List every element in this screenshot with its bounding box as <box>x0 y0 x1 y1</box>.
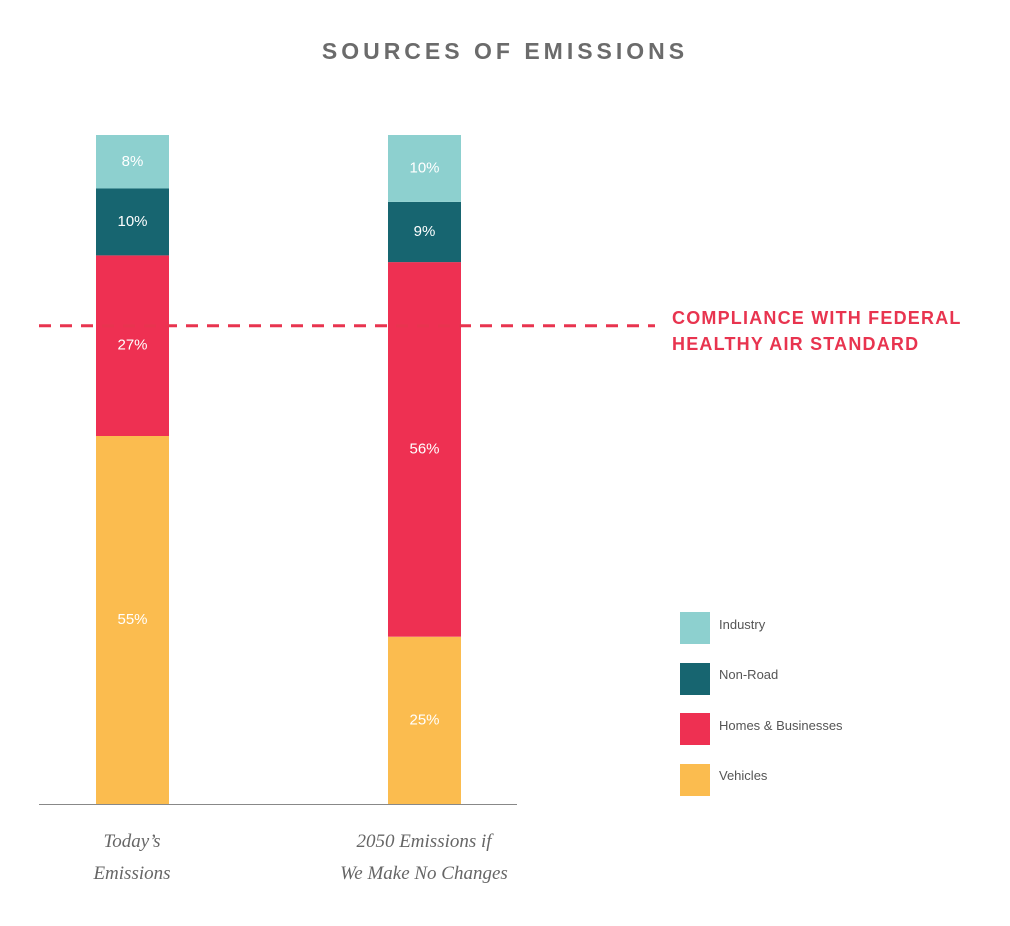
legend-label-non-road: Non-Road <box>719 667 779 682</box>
legend-swatch-non-road <box>680 662 710 695</box>
data-label-industry-2: 10% <box>409 159 439 176</box>
legend: Industry Non-Road Homes & Businesses Veh… <box>680 612 843 814</box>
legend-item-non-road: Non-Road <box>680 662 843 695</box>
bar-segment-vehicles-1 <box>96 436 169 804</box>
legend-swatch-vehicles <box>680 763 710 796</box>
bar-segment-non-road-2 <box>388 201 461 263</box>
chart-title: SOURCES OF EMISSIONS <box>321 38 689 64</box>
legend-label-industry: Industry <box>719 616 766 632</box>
legend-item-homes-businesses: Homes & Businesses <box>680 713 843 745</box>
legend-item-vehicles: Vehicles <box>680 763 843 796</box>
reference-line-label-line-1: COMPLIANCE WITH FEDERAL <box>672 308 962 328</box>
legend-label-vehicles: Vehicles <box>719 768 768 783</box>
category-label-today: Today’s Emissions <box>2 826 262 890</box>
data-label-vehicles-1: 55% <box>117 611 147 628</box>
category-label-today-line-2: Emissions <box>93 863 171 884</box>
data-label-homes-businesses-1: 27% <box>117 337 147 354</box>
legend-swatch-industry <box>680 612 710 644</box>
data-label-vehicles-2: 25% <box>409 711 439 728</box>
bar-segment-homes-businesses-1 <box>96 255 169 436</box>
category-label-today-line-1: Today’s <box>103 831 161 852</box>
data-label-non-road-1: 10% <box>117 213 147 230</box>
category-label-2050: 2050 Emissions if We Make No Changes <box>294 826 554 890</box>
data-label-non-road-2: 9% <box>414 223 436 240</box>
data-label-homes-businesses-2: 56% <box>409 440 439 457</box>
bar-segment-vehicles-2 <box>388 636 461 805</box>
reference-line-label: COMPLIANCE WITH FEDERAL HEALTHY AIR STAN… <box>672 305 962 357</box>
legend-swatch-homes-businesses <box>680 713 710 745</box>
reference-line-label-line-2: HEALTHY AIR STANDARD <box>672 334 920 354</box>
legend-label-homes-businesses: Homes & Businesses <box>719 717 843 733</box>
legend-item-industry: Industry <box>680 612 843 644</box>
bar-segment-industry-2 <box>388 135 461 202</box>
category-label-2050-line-2: We Make No Changes <box>340 863 508 884</box>
category-label-2050-line-1: 2050 Emissions if <box>356 831 492 852</box>
bar-segment-industry-1 <box>96 135 169 189</box>
bar-segment-non-road-1 <box>96 188 169 256</box>
data-label-industry-1: 8% <box>122 153 144 170</box>
